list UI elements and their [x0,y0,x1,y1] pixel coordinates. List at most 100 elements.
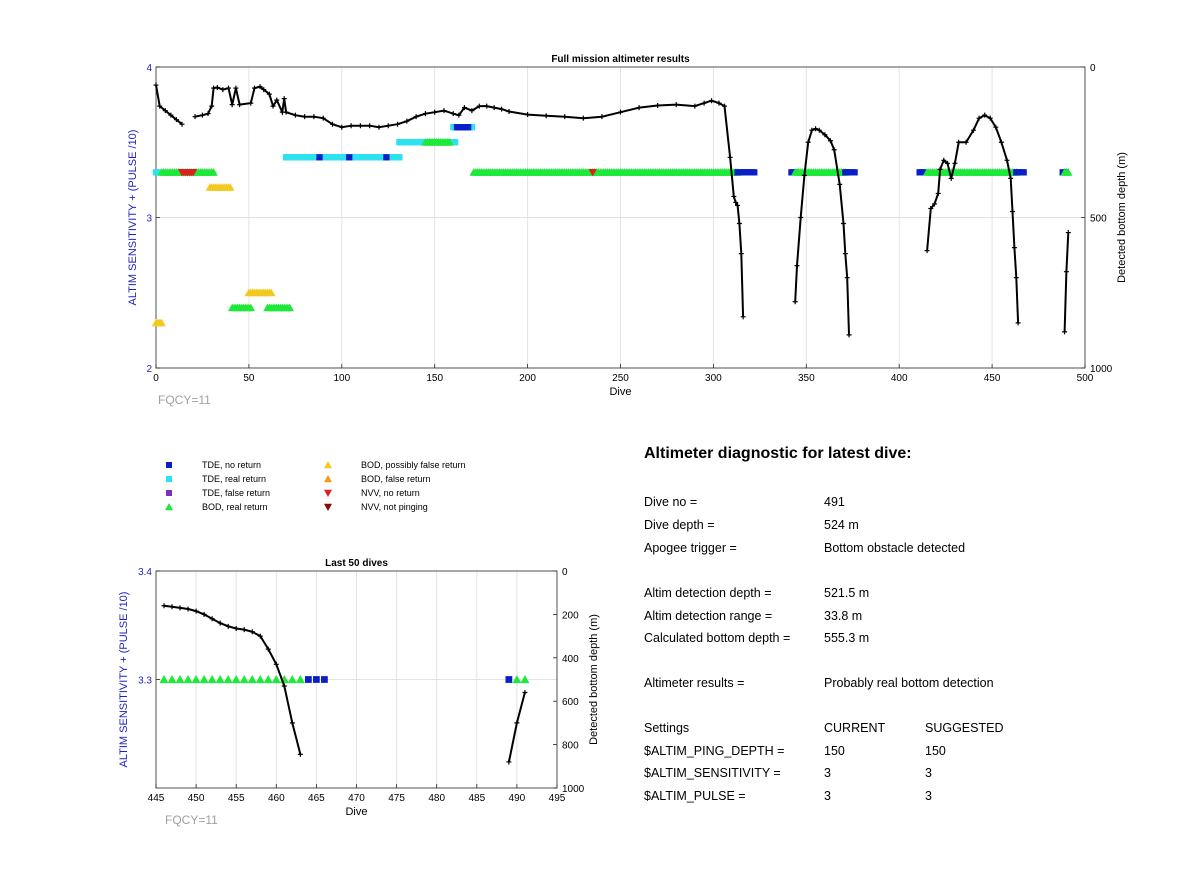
depth-point [292,112,298,118]
depth-point [842,251,848,257]
depth-point [844,275,850,281]
last-50-ticks: 445 450 455 460 465 470 475 480 485 490 495 3.3 3.4 0… [138,567,585,804]
bod_real-marker [209,168,218,176]
depth-point [1015,320,1021,326]
bod_real-marker [159,675,169,684]
diag-value-altim-detection-range: 33.8 m [824,609,863,623]
depth-point [330,121,336,127]
diag-value-altim-detection-depth: 521.5 m [824,586,870,600]
bod_real-marker [246,303,255,312]
x-tick-label: 475 [388,793,405,804]
depth-point [225,85,231,91]
depth-point [209,616,215,622]
depth-point [971,127,977,133]
depth-point [283,109,289,115]
bod_real-marker [520,675,530,684]
tde_no-marker [920,169,927,176]
bod_real-marker [512,675,522,684]
depth-point [809,127,815,133]
diag-value-apogee-trigger: Bottom obstacle detected [824,541,966,555]
y2-tick-label: 1000 [562,784,585,795]
tde_no-marker [316,154,323,161]
depth-point [813,126,819,132]
depth-point [709,98,715,104]
diag-label-altimeter-results: Altimeter results = [644,676,745,690]
bod_possibly_false-marker [266,288,276,297]
settings-header-current: CURRENT [824,721,886,735]
depth-point [257,633,263,639]
depth-point [169,604,175,610]
setting-pulse-current: 3 [824,789,831,803]
depth-point [339,124,345,130]
depth-point [484,103,490,109]
x-tick-label: 455 [228,793,245,804]
legend-item: TDE, no return [166,460,261,470]
depth-point [948,175,954,181]
diag-value-dive-no: 491 [824,495,845,509]
depth-point [499,106,505,112]
tde_real-marker [154,169,162,176]
x-tick-label: 460 [268,793,285,804]
depth-point [792,299,798,305]
depth-point [432,109,438,115]
x-tick-label: 495 [549,793,566,804]
depth-point [543,113,549,119]
legend-marker-nvv_no [324,489,332,497]
depth-point [233,626,239,632]
diag-label-calculated-bottom-depth: Calculated bottom depth = [644,631,791,645]
depth-point [248,100,254,106]
last-50-title: Last 50 dives [325,558,388,569]
depth-line [155,84,183,125]
bod_real-marker [239,675,249,684]
depth-point [162,108,168,114]
depth-point [199,112,205,118]
depth-point [211,85,217,91]
y2-tick-label: 0 [1090,63,1096,74]
depth-point [302,114,308,120]
legend-label: TDE, real return [202,474,266,484]
depth-point [924,248,930,254]
x-tick-label: 465 [308,793,325,804]
depth-point [733,199,739,205]
bod_real-marker [175,675,185,684]
legend-marker-nvv_not_pinging [324,503,332,511]
depth-point [831,147,837,153]
setting-sensitivity-suggested: 3 [925,766,932,780]
x-tick-label: 50 [243,373,255,384]
legend-label: NVV, not pinging [361,502,428,512]
depth-point [192,114,198,120]
depth-point [655,103,661,109]
depth-point [205,111,211,117]
bod_real-marker [207,675,217,684]
depth-point [281,96,287,102]
bod_real-marker [167,675,177,684]
full-mission-fqcy-annotation: FQCY=11 [158,393,211,407]
tde_no-marker [851,169,858,176]
last-50-grid [156,571,557,788]
depth-point [932,201,938,207]
depth-point [168,112,174,118]
depth-point [846,332,852,338]
bod_real-marker [223,675,233,684]
last-50-axes-frame [155,570,558,789]
depth-point [952,160,958,166]
depth-point [266,91,272,97]
legend-label: NVV, no return [361,488,420,498]
depth-point [1011,245,1017,251]
legend-label: BOD, real return [202,502,268,512]
depth-point [798,215,804,220]
bod_real-marker [295,675,305,684]
setting-ping-depth-suggested: 150 [925,744,946,758]
depth-point [217,620,223,626]
x-tick-label: 200 [519,373,536,384]
depth-point [716,100,722,106]
legend-label: BOD, false return [361,474,431,484]
depth-point [491,105,497,111]
y2-tick-label: 1000 [1090,364,1113,375]
x-tick-label: 490 [509,793,526,804]
depth-point [209,103,215,109]
x-tick-label: 350 [798,373,815,384]
nvv_no-marker [188,168,198,177]
depth-point [456,112,462,118]
depth-point [357,123,363,129]
